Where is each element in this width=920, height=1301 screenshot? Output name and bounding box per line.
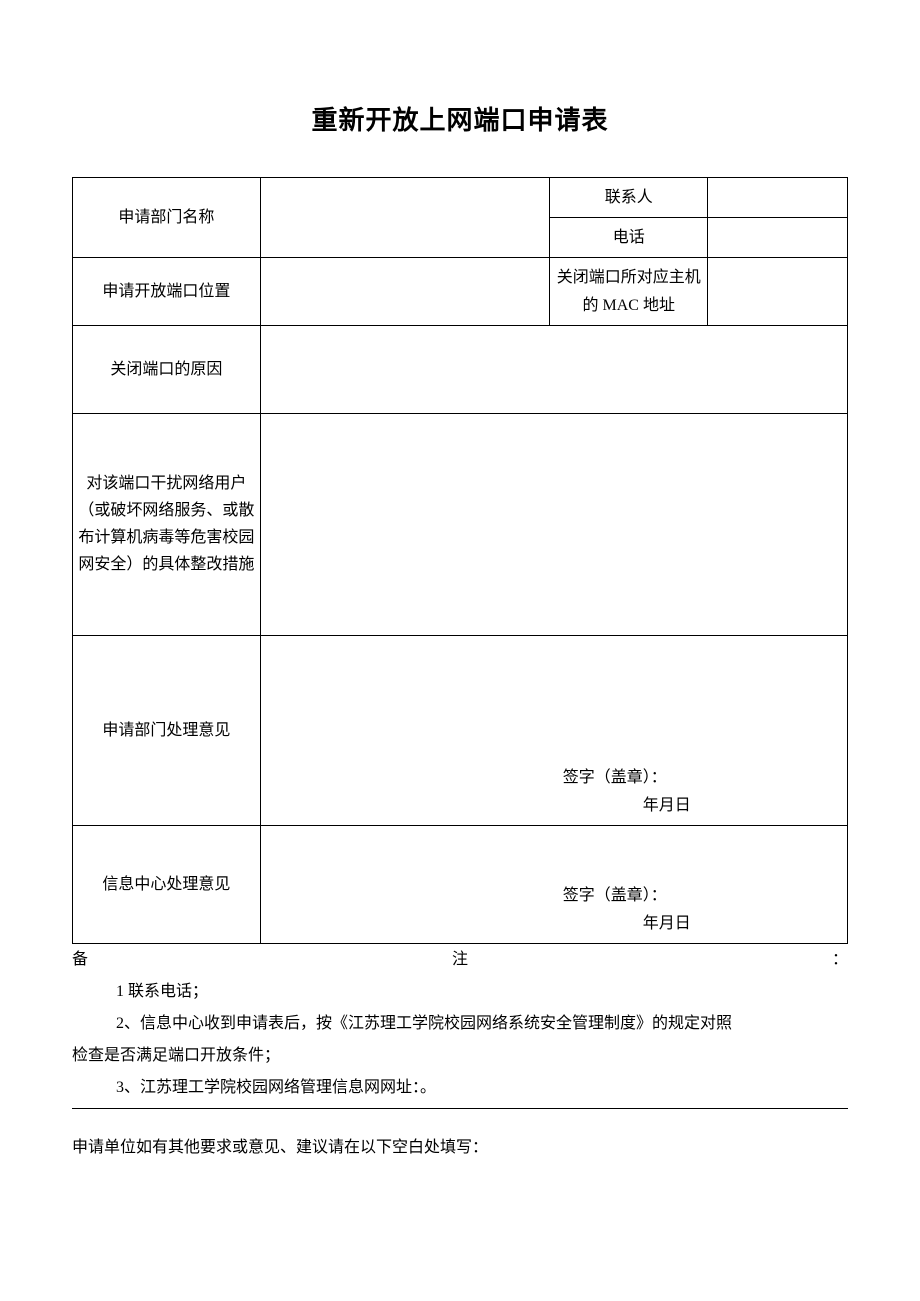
label-mac: 关闭端口所对应主机的 MAC 地址 [550,258,708,325]
notes-char-3: ： [832,944,848,976]
label-dept-opinion: 申请部门处理意见 [73,635,261,825]
label-measures: 对该端口干扰网络用户（或破坏网络服务、或散布计算机病毒等危害校园网安全）的具体整… [73,413,261,635]
label-info-opinion: 信息中心处理意见 [73,825,261,943]
final-note: 申请单位如有其他要求或意见、建议请在以下空白处填写： [72,1133,848,1157]
notes-line-1: 1 联系电话； [116,976,848,1008]
page-title: 重新开放上网端口申请表 [72,100,848,137]
value-dept-name [260,178,550,258]
label-phone: 电话 [550,218,708,258]
label-contact: 联系人 [550,178,708,218]
notes-section: 备 注 ： 1 联系电话； 2、信息中心收到申请表后，按《江苏理工学院校园网络系… [72,944,848,1109]
value-phone [708,218,848,258]
application-table: 申请部门名称 联系人 电话 申请开放端口位置 关闭端口所对应主机的 MAC 地址… [72,177,848,944]
label-close-reason: 关闭端口的原因 [73,325,261,413]
value-mac [708,258,848,325]
info-signature-label: 签字（盖章）： [563,882,667,909]
info-signature-date: 年月日 [643,910,691,937]
value-info-opinion: 签字（盖章）： 年月日 [260,825,847,943]
notes-heading: 备 注 ： [72,944,848,976]
notes-line-2a: 2、信息中心收到申请表后，按《江苏理工学院校园网络系统安全管理制度》的规定对照 [116,1008,848,1040]
notes-char-1: 备 [72,944,88,976]
value-contact [708,178,848,218]
value-dept-opinion: 签字（盖章）： 年月日 [260,635,847,825]
label-dept-name: 申请部门名称 [73,178,261,258]
value-port-location [260,258,550,325]
label-port-location: 申请开放端口位置 [73,258,261,325]
value-close-reason [260,325,847,413]
notes-line-3: 3、江苏理工学院校园网络管理信息网网址：。 [116,1072,848,1104]
dept-signature-label: 签字（盖章）： [563,764,667,791]
notes-line-2b: 检查是否满足端口开放条件； [72,1040,848,1072]
dept-signature-date: 年月日 [643,792,691,819]
value-measures [260,413,847,635]
notes-char-2: 注 [452,944,468,976]
